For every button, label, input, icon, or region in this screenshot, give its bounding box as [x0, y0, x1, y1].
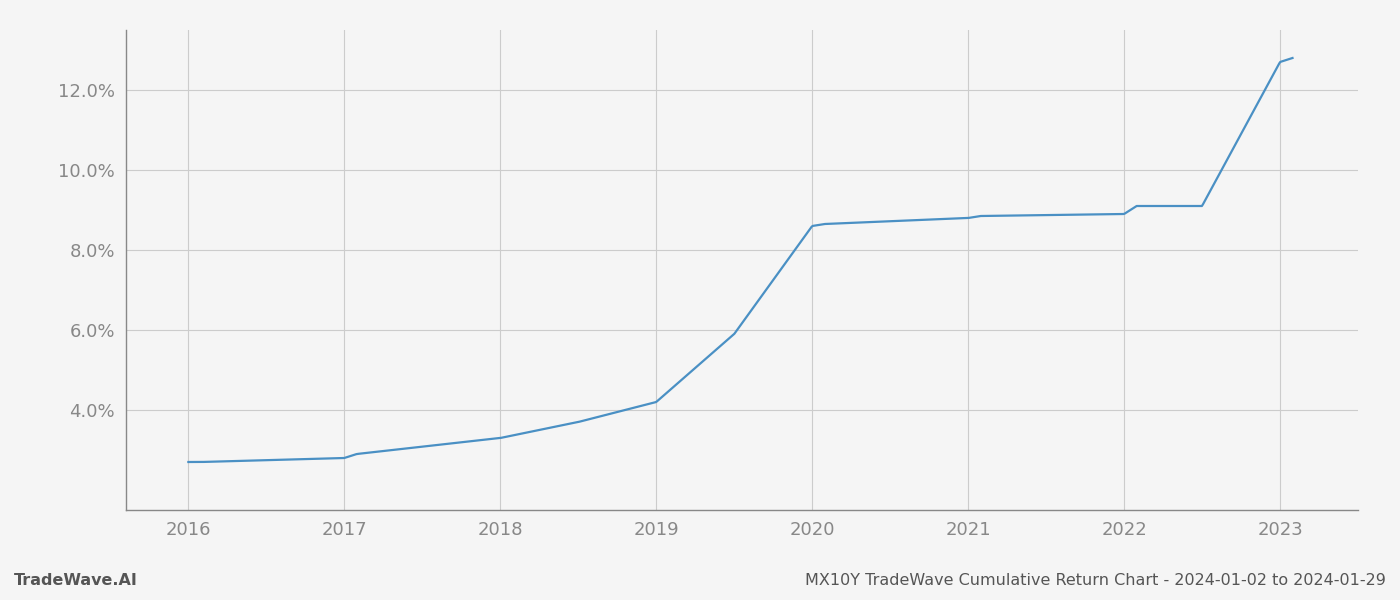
Text: MX10Y TradeWave Cumulative Return Chart - 2024-01-02 to 2024-01-29: MX10Y TradeWave Cumulative Return Chart … [805, 573, 1386, 588]
Text: TradeWave.AI: TradeWave.AI [14, 573, 137, 588]
